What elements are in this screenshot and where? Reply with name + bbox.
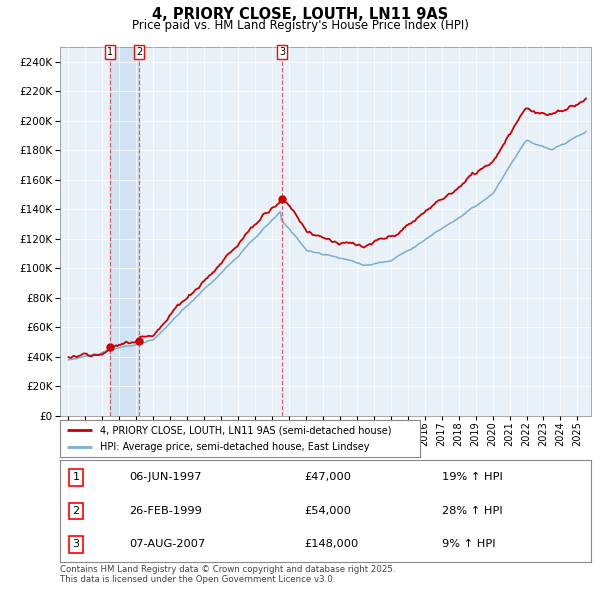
Text: 1: 1 <box>73 473 79 483</box>
Text: 3: 3 <box>73 539 79 549</box>
Text: Price paid vs. HM Land Registry's House Price Index (HPI): Price paid vs. HM Land Registry's House … <box>131 19 469 32</box>
Text: Contains HM Land Registry data © Crown copyright and database right 2025.
This d: Contains HM Land Registry data © Crown c… <box>60 565 395 584</box>
Bar <box>110 47 139 416</box>
Text: 3: 3 <box>279 47 286 57</box>
Text: £47,000: £47,000 <box>304 473 351 483</box>
Text: 4, PRIORY CLOSE, LOUTH, LN11 9AS: 4, PRIORY CLOSE, LOUTH, LN11 9AS <box>152 7 448 22</box>
Text: 28% ↑ HPI: 28% ↑ HPI <box>442 506 503 516</box>
Text: 26-FEB-1999: 26-FEB-1999 <box>129 506 202 516</box>
Text: 1: 1 <box>107 47 113 57</box>
Text: 2: 2 <box>136 47 142 57</box>
Text: 9% ↑ HPI: 9% ↑ HPI <box>442 539 496 549</box>
Text: 19% ↑ HPI: 19% ↑ HPI <box>442 473 503 483</box>
Text: £148,000: £148,000 <box>304 539 359 549</box>
Text: 06-JUN-1997: 06-JUN-1997 <box>129 473 202 483</box>
Text: HPI: Average price, semi-detached house, East Lindsey: HPI: Average price, semi-detached house,… <box>100 442 369 452</box>
Text: 4, PRIORY CLOSE, LOUTH, LN11 9AS (semi-detached house): 4, PRIORY CLOSE, LOUTH, LN11 9AS (semi-d… <box>100 425 391 435</box>
Text: £54,000: £54,000 <box>304 506 351 516</box>
Text: 07-AUG-2007: 07-AUG-2007 <box>129 539 205 549</box>
Text: 2: 2 <box>73 506 79 516</box>
